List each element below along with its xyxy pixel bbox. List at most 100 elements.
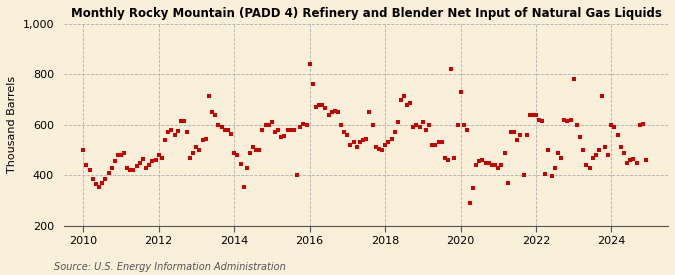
Point [449, 155, 460, 160]
Point [282, 128, 293, 132]
Point [417, 120, 428, 125]
Point [386, 136, 397, 141]
Point [182, 130, 192, 134]
Point [163, 130, 173, 134]
Point [153, 153, 164, 157]
Point [298, 121, 308, 126]
Point [288, 128, 299, 132]
Point [424, 123, 435, 127]
Point [106, 166, 117, 170]
Point [273, 128, 284, 132]
Point [587, 155, 598, 160]
Point [599, 145, 610, 150]
Point [580, 163, 591, 167]
Point [176, 119, 186, 123]
Point [414, 125, 425, 130]
Point [151, 158, 161, 162]
Point [396, 97, 406, 102]
Point [483, 160, 494, 165]
Point [411, 123, 422, 127]
Point [222, 128, 233, 132]
Point [528, 112, 539, 117]
Point [515, 133, 526, 137]
Point [408, 125, 418, 130]
Point [198, 138, 209, 142]
Point [549, 166, 560, 170]
Point [257, 128, 268, 132]
Point [301, 123, 312, 127]
Point [81, 163, 92, 167]
Point [260, 123, 271, 127]
Point [169, 133, 180, 137]
Point [537, 119, 548, 123]
Point [250, 148, 261, 152]
Point [455, 90, 466, 94]
Point [402, 102, 412, 107]
Point [559, 117, 570, 122]
Y-axis label: Thousand Barrels: Thousand Barrels [7, 76, 17, 173]
Point [392, 120, 403, 125]
Point [219, 128, 230, 132]
Point [641, 158, 651, 162]
Point [144, 163, 155, 167]
Point [342, 133, 353, 137]
Point [204, 94, 215, 98]
Point [477, 158, 488, 162]
Point [188, 150, 199, 155]
Point [452, 123, 463, 127]
Point [631, 160, 642, 165]
Point [269, 130, 280, 134]
Point [132, 164, 142, 169]
Point [229, 150, 240, 155]
Point [194, 148, 205, 152]
Point [295, 125, 306, 130]
Point [90, 182, 101, 186]
Point [354, 140, 365, 145]
Point [78, 148, 88, 152]
Point [389, 130, 400, 134]
Point [345, 143, 356, 147]
Point [113, 153, 124, 157]
Point [217, 125, 227, 130]
Point [471, 163, 482, 167]
Point [304, 62, 315, 67]
Point [166, 128, 177, 132]
Point [628, 156, 639, 161]
Point [462, 128, 472, 132]
Point [433, 140, 444, 145]
Point [481, 160, 491, 165]
Point [506, 130, 516, 134]
Point [160, 138, 171, 142]
Point [310, 105, 321, 109]
Point [446, 67, 456, 72]
Point [244, 150, 255, 155]
Point [571, 123, 582, 127]
Point [584, 166, 595, 170]
Point [468, 186, 479, 190]
Point [562, 119, 572, 123]
Point [367, 123, 378, 127]
Point [115, 153, 126, 157]
Point [380, 143, 391, 147]
Point [358, 138, 369, 142]
Point [157, 155, 167, 160]
Point [612, 133, 623, 137]
Point [100, 177, 111, 181]
Point [254, 148, 265, 152]
Point [286, 128, 296, 132]
Point [518, 173, 529, 177]
Point [443, 158, 454, 162]
Point [464, 201, 475, 205]
Point [524, 112, 535, 117]
Point [119, 150, 130, 155]
Point [371, 145, 381, 150]
Point [606, 123, 617, 127]
Point [502, 181, 513, 185]
Point [138, 156, 148, 161]
Point [622, 160, 632, 165]
Point [263, 123, 274, 127]
Point [326, 110, 337, 114]
Point [609, 125, 620, 130]
Point [213, 123, 223, 127]
Point [556, 155, 567, 160]
